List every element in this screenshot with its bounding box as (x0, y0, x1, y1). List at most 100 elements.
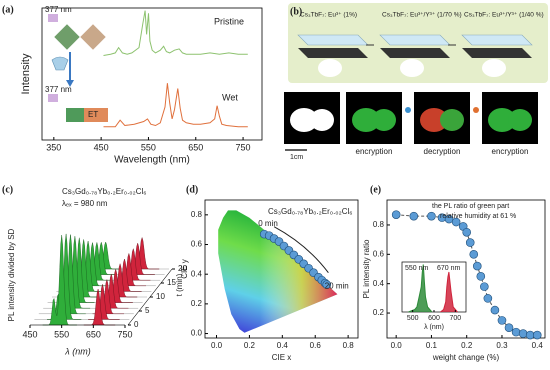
spectrum (103, 10, 248, 56)
panel-a-icons (48, 14, 108, 122)
z-tick-label: 5 (145, 306, 150, 315)
trend-arrow (273, 226, 329, 274)
scale-label: 1cm (290, 154, 303, 161)
point (465, 238, 475, 247)
panel-label: (a) (2, 4, 14, 15)
point (451, 217, 461, 227)
z-tick-label: 15 (167, 278, 176, 287)
x-tick-label: 350 (46, 142, 61, 152)
point (391, 210, 401, 219)
plot-frame (204, 199, 359, 339)
inset-tick-label: 500 (407, 315, 419, 322)
annotation: 0 min (258, 219, 278, 228)
x-tick-label: 0.6 (310, 341, 322, 350)
inset-tick-label: 700 (449, 315, 461, 322)
panel-label: (b) (290, 6, 302, 17)
y-label: Intensity (20, 53, 32, 94)
x-tick-label: 750 (236, 142, 251, 152)
plot-frame (41, 7, 263, 141)
annotation: 377 nm (45, 5, 72, 14)
title: Cs₃Gd₀.₇₈Yb₀.₂Er₀.₀₂Cl₆ (268, 207, 353, 216)
point (518, 329, 528, 338)
gamut-red (218, 210, 338, 333)
point (497, 316, 507, 325)
x-tick-label: 0.1 (426, 341, 438, 350)
point (532, 330, 542, 340)
annotation: λₑₓ = 980 nm (62, 199, 108, 208)
x-tick-label: 750 (117, 329, 132, 339)
x-tick-label: 0.2 (244, 341, 256, 350)
z-tick-label: 10 (156, 292, 165, 301)
point (504, 323, 514, 333)
annotation: 20 min (325, 282, 349, 291)
point (462, 227, 472, 237)
annotation: 377 nm (45, 85, 72, 94)
point (469, 250, 479, 259)
y-label: PL intensity divided by SD (7, 228, 16, 321)
y-tick-label: 0.6 (191, 240, 203, 249)
inset-tick-label: 600 (428, 315, 440, 322)
series-label: Wet (222, 92, 238, 102)
x-tick-label: 550 (54, 329, 69, 339)
x-tick-label: 450 (94, 142, 109, 152)
y-tick-label: 0.2 (191, 299, 203, 308)
point (322, 280, 332, 289)
header: Cs₃TbF₇: Eu³⁺ (1%) (300, 12, 357, 19)
y-tick-label: 0.6 (373, 249, 385, 258)
x-tick-label: 0.8 (343, 341, 355, 350)
inset-spectrum (408, 264, 433, 313)
x-tick-label: 0.4 (277, 341, 289, 350)
y-tick-label: 0.8 (191, 210, 203, 219)
y-label: PL intensity ratio (362, 239, 371, 298)
y-tick-label: 0.4 (191, 269, 203, 278)
x-tick-label: 0.0 (391, 341, 403, 350)
y-tick-label: 0.2 (373, 308, 385, 317)
title: Cs₃Gd₀.₇₈Yb₀.₂Er₀.₀₂Cl₆ (62, 187, 147, 196)
header: Cs₃TbF₇: Eu³⁺/Y³⁺ (1/70 %) (382, 12, 462, 19)
x-tick-label: 550 (141, 142, 156, 152)
annotation: the PL ratio of green part (432, 203, 509, 210)
z-tick-label: 0 (134, 320, 139, 329)
inset-spectrum (440, 271, 458, 313)
x-label: weight change (%) (432, 353, 500, 362)
x-tick-label: 650 (86, 329, 101, 339)
inset-label: 670 nm (437, 265, 461, 272)
x-tick-label: 0.3 (496, 341, 508, 350)
red-peak (88, 284, 120, 320)
point (490, 305, 500, 315)
y-label: CIE y (180, 259, 189, 279)
header: Cs₃TbF₇: Eu³⁺/Y³⁺ (1/40 %) (464, 12, 544, 19)
x-label: λ (nm) (64, 346, 90, 356)
x-tick-label: 650 (188, 142, 203, 152)
x-label: Wavelength (nm) (114, 155, 190, 166)
step-label: encryption (356, 147, 393, 156)
plot-frame (386, 199, 546, 339)
z-tick-label: 20 (178, 264, 187, 273)
point (483, 294, 493, 303)
y-tick-label: 0.0 (191, 329, 203, 338)
y-tick-label: 0.8 (373, 220, 385, 229)
annotation: ET (88, 110, 98, 119)
inset-label: 550 nm (405, 265, 429, 272)
point (480, 282, 489, 291)
panel-label: (c) (2, 184, 13, 195)
y-tick-label: 0.4 (373, 279, 385, 288)
inset-frame (401, 261, 467, 313)
step-label: encryption (492, 147, 529, 156)
z-label: t (min) (175, 273, 184, 296)
annotation: relative humidity at 61 % (440, 213, 516, 220)
point (472, 261, 482, 271)
inset-x-label: λ (nm) (424, 324, 444, 331)
step-label: decryption (424, 147, 461, 156)
x-tick-label: 0.4 (532, 341, 544, 350)
point (409, 211, 419, 221)
x-tick-label: 0.0 (211, 341, 223, 350)
x-tick-label: 0.2 (461, 341, 473, 350)
x-tick-label: 450 (22, 329, 37, 339)
panel-label: (d) (186, 184, 198, 195)
panel-b-schematic (284, 3, 548, 151)
panel-label: (e) (370, 184, 381, 195)
point (511, 327, 521, 337)
point (476, 272, 486, 281)
